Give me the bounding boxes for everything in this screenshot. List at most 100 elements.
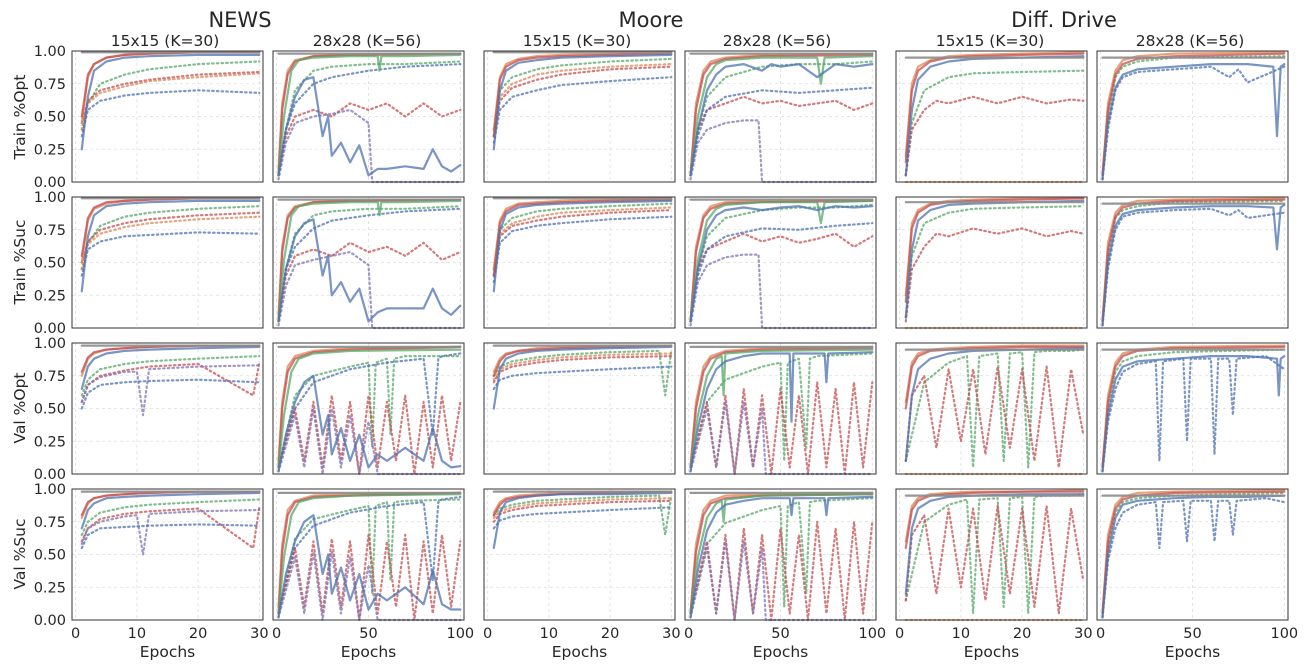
series-group bbox=[1101, 344, 1286, 473]
series-line-red-solid bbox=[904, 197, 1085, 303]
subplot-r2-c2 bbox=[483, 342, 676, 475]
y-tick-label: 0.25 bbox=[34, 434, 66, 450]
series-line-purple-dotted bbox=[689, 540, 874, 622]
series-line-blue-solid bbox=[689, 205, 874, 323]
series-line-red-dotted bbox=[277, 241, 462, 323]
series-line-blue-solid bbox=[80, 491, 261, 530]
column-title-1: 28x28 (K=56) bbox=[313, 32, 422, 50]
series-line-blue-solid bbox=[1101, 494, 1286, 619]
subplot-r0-c0: 0.00 0.25 0.50 0.75 1.00 bbox=[34, 44, 264, 191]
series-line-green-solid bbox=[277, 493, 462, 615]
column-title-0: 15x15 (K=30) bbox=[111, 32, 220, 50]
x-tick-label: 30 bbox=[1074, 626, 1092, 642]
series-line-red-solid bbox=[492, 52, 673, 138]
axes-frame bbox=[895, 50, 1088, 183]
y-tick-label: 0.75 bbox=[34, 77, 66, 93]
axes-frame bbox=[483, 196, 676, 329]
subplot-r2-c5 bbox=[1096, 342, 1289, 475]
series-line-green-dotted bbox=[904, 348, 1085, 469]
series-line-green-dotted bbox=[80, 205, 261, 271]
axes-frame bbox=[483, 488, 676, 621]
series-group bbox=[277, 491, 462, 622]
series-line-red-solid bbox=[1101, 490, 1286, 615]
titles: NEWS Moore Diff. Drive 15x15 (K=30) 28x2… bbox=[11, 8, 1244, 590]
series-line-blue-solid bbox=[80, 53, 261, 151]
axes-frame bbox=[71, 488, 264, 621]
series-line-green-solid bbox=[277, 53, 462, 177]
x-axis-label: Epochs bbox=[753, 643, 809, 661]
y-tick-label: 1.00 bbox=[34, 336, 66, 352]
column-title-2: 15x15 (K=30) bbox=[523, 32, 632, 50]
series-group bbox=[492, 490, 673, 550]
series-group bbox=[80, 51, 261, 151]
series-line-green-dotted bbox=[80, 498, 261, 537]
column-title-4: 15x15 (K=30) bbox=[936, 32, 1045, 50]
row-label-0: Train %Opt bbox=[11, 75, 29, 161]
series-line-blue-dotted bbox=[277, 495, 462, 615]
series-line-blue-solid bbox=[1101, 203, 1286, 327]
series-line-blue-dotted bbox=[492, 215, 673, 284]
x-tick-label: 10 bbox=[540, 626, 558, 642]
series-line-blue-dotted bbox=[492, 365, 673, 390]
series-line-red-dotted bbox=[904, 95, 1085, 177]
series-line-blue-dotted bbox=[80, 378, 261, 410]
axes-frame bbox=[684, 342, 877, 475]
series-line-orange-dotted bbox=[492, 352, 673, 381]
x-tick-label: 30 bbox=[662, 626, 680, 642]
series-group bbox=[492, 197, 673, 293]
series-line-purple-dotted bbox=[689, 400, 874, 476]
x-tick-label: 0 bbox=[483, 626, 492, 642]
axes-frame bbox=[272, 50, 465, 183]
series-line-red-dotted bbox=[904, 227, 1085, 323]
series-line-green-solid bbox=[689, 199, 874, 323]
axes-frame bbox=[272, 488, 465, 621]
subplot-r2-c1 bbox=[272, 342, 465, 476]
series-line-red-dotted bbox=[689, 381, 874, 476]
series-line-green-dotted bbox=[689, 497, 874, 615]
y-tick-label: 0.50 bbox=[34, 548, 66, 564]
column-title-3: 28x28 (K=56) bbox=[723, 32, 832, 50]
x-tick-label: 0 bbox=[1096, 626, 1105, 642]
series-group bbox=[277, 345, 462, 476]
series-group bbox=[80, 344, 261, 417]
subplot-r0-c3 bbox=[684, 50, 877, 184]
axes-frame bbox=[71, 50, 264, 183]
series-group bbox=[277, 198, 462, 330]
series-group bbox=[689, 52, 874, 184]
series-group bbox=[689, 198, 874, 330]
y-tick-label: 1.00 bbox=[34, 190, 66, 206]
subplot-r3-c4: 0 10 20 30 Epochs bbox=[895, 488, 1093, 661]
series-line-blue-dotted bbox=[492, 506, 673, 530]
subplot-r1-c3 bbox=[684, 196, 877, 330]
y-tick-label: 0.75 bbox=[34, 223, 66, 239]
subplot-r0-c2 bbox=[483, 50, 676, 183]
x-tick-label: 30 bbox=[250, 626, 268, 642]
series-line-green-solid bbox=[689, 348, 874, 469]
series-line-red-solid bbox=[277, 345, 462, 469]
series-line-blue-solid bbox=[492, 345, 673, 410]
subplot-r0-c5 bbox=[1096, 50, 1289, 183]
x-tick-label: 100 bbox=[858, 626, 886, 642]
series-line-red-solid bbox=[277, 52, 462, 177]
series-line-blue-solid bbox=[492, 491, 673, 550]
series-line-blue-dotted bbox=[1101, 497, 1286, 619]
series-line-blue-solid bbox=[492, 53, 673, 151]
series-line-blue-solid bbox=[689, 495, 874, 619]
axes-frame bbox=[895, 342, 1088, 475]
axes-frame bbox=[684, 488, 877, 621]
y-tick-label: 0.25 bbox=[34, 142, 66, 158]
row-label-1: Train %Suc bbox=[11, 219, 29, 305]
series-line-blue-dotted bbox=[80, 231, 261, 277]
axes-frame bbox=[272, 342, 465, 475]
series-line-red-dotted bbox=[277, 102, 462, 177]
row-label-2: Val %Opt bbox=[11, 373, 29, 444]
row-label-3: Val %Suc bbox=[11, 518, 29, 589]
series-line-orange-solid bbox=[689, 198, 874, 323]
series-line-red-dotted bbox=[492, 65, 673, 138]
series-line-blue-solid bbox=[80, 199, 261, 293]
subplot-r1-c5 bbox=[1096, 196, 1289, 329]
y-tick-label: 0.00 bbox=[34, 613, 66, 629]
series-line-green-dotted bbox=[904, 69, 1085, 177]
x-tick-label: 0 bbox=[684, 626, 693, 642]
series-line-blue-dotted bbox=[492, 76, 673, 144]
